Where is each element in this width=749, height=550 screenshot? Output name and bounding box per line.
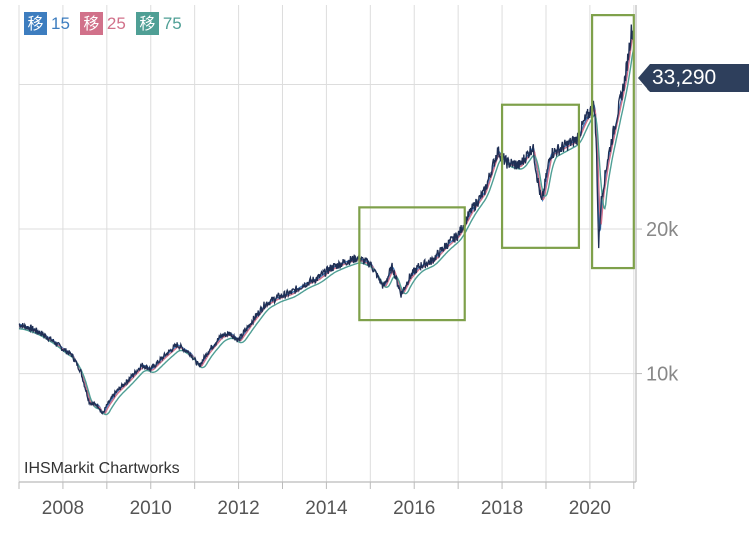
legend-item-ma75[interactable]: 移 75 — [135, 12, 182, 35]
highlight-box-2 — [500, 103, 581, 249]
price-series — [18, 24, 635, 415]
x-tick-label: 2018 — [481, 498, 523, 519]
legend-label-ma75: 75 — [162, 13, 182, 33]
x-tick-labels: 2008 2010 2012 2014 2016 2018 2020 — [42, 498, 611, 519]
y-tick-label: 20k — [646, 219, 679, 241]
x-tick-label: 2016 — [393, 498, 435, 519]
x-tick-label: 2012 — [217, 498, 259, 519]
ma-line-75 — [19, 48, 635, 416]
legend-item-ma25[interactable]: 移 25 — [79, 12, 126, 35]
legend-chip-ma75: 移 — [135, 12, 159, 35]
highlight-boxes — [358, 14, 635, 322]
x-tick-label: 2010 — [130, 498, 172, 519]
legend: 移 15 移 25 移 75 — [24, 12, 182, 35]
chartworks-watermark: IHSMarkit Chartworks — [24, 460, 180, 477]
gridlines — [18, 5, 636, 482]
price-line — [18, 24, 635, 415]
legend-chip-ma15: 移 — [24, 12, 47, 35]
highlight-box-3 — [590, 14, 635, 270]
x-tick-label: 2020 — [569, 498, 611, 519]
x-tick-label: 2008 — [42, 498, 84, 519]
x-tick-label: 2014 — [305, 498, 348, 519]
legend-label-ma15: 15 — [51, 13, 70, 33]
last-price-arrow — [638, 64, 650, 92]
y-tick-label: 10k — [646, 364, 679, 386]
legend-item-ma15[interactable]: 移 15 — [24, 12, 70, 35]
legend-label-ma25: 25 — [106, 13, 126, 33]
legend-chip-ma25: 移 — [79, 12, 103, 35]
last-price-label: 33,290 — [650, 64, 749, 92]
highlight-box-1 — [358, 206, 466, 322]
y-tick-labels: 10k20k30k — [646, 75, 679, 386]
axes — [18, 5, 642, 489]
